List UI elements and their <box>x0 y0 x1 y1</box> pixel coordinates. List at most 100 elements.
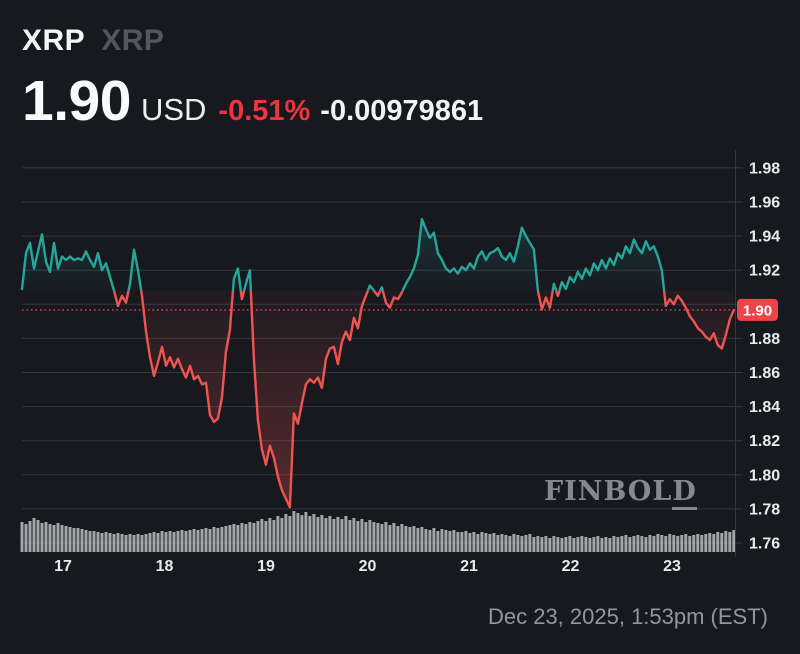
volume-bar <box>516 535 520 552</box>
volume-bar <box>664 536 668 552</box>
red-area-fill <box>22 290 734 508</box>
volume-bar <box>632 536 636 552</box>
teal-area-fill <box>22 219 665 291</box>
volume-bar <box>100 533 104 552</box>
volume-bar <box>556 537 560 552</box>
volume-bar <box>576 537 580 552</box>
volume-bar <box>260 519 264 552</box>
price-change-value: -0.00979861 <box>320 95 484 127</box>
volume-bar <box>520 536 524 552</box>
asset-name: XRP <box>101 24 165 57</box>
volume-bar <box>408 527 412 552</box>
volume-bar <box>448 531 452 552</box>
volume-bar <box>668 534 672 552</box>
volume-bar <box>372 522 376 552</box>
volume-bar <box>380 524 384 552</box>
volume-bar <box>364 522 368 552</box>
volume-bar <box>616 537 620 552</box>
volume-bar <box>564 537 568 552</box>
volume-bar <box>48 524 52 552</box>
volume-bar <box>56 523 60 552</box>
volume-bar <box>532 537 536 552</box>
volume-bar <box>660 535 664 552</box>
volume-bar <box>36 520 40 552</box>
volume-bar <box>132 535 136 552</box>
volume-bar <box>292 511 296 552</box>
volume-bar <box>416 528 420 552</box>
volume-bar <box>164 532 168 552</box>
x-axis: 17 18 19 20 21 22 23 <box>54 558 681 575</box>
y-tick-label: 1.78 <box>749 501 780 518</box>
volume-bar <box>600 538 604 552</box>
volume-bar <box>156 533 160 552</box>
x-tick-label: 23 <box>663 558 681 575</box>
y-tick-label: 1.80 <box>749 467 780 484</box>
price-change-percent: -0.51% <box>218 95 311 127</box>
volume-bar <box>336 517 340 552</box>
y-tick-label: 1.88 <box>749 331 780 348</box>
volume-bar <box>312 514 316 552</box>
volume-bar <box>680 535 684 552</box>
volume-bar <box>68 527 72 552</box>
volume-bar <box>468 533 472 552</box>
volume-bar <box>444 530 448 552</box>
volume-bar <box>232 524 236 552</box>
volume-bar <box>572 538 576 552</box>
volume-bar <box>700 535 704 552</box>
price-series-below-baseline <box>22 290 735 509</box>
price-currency: USD <box>140 92 207 127</box>
volume-bar <box>244 524 248 552</box>
volume-bar <box>560 538 564 552</box>
volume-bar <box>528 534 532 552</box>
volume-bar <box>284 514 288 552</box>
symbol-row: XRP XRP <box>22 24 483 58</box>
x-tick-label: 20 <box>359 558 377 575</box>
volume-bar <box>128 534 132 552</box>
volume-bar <box>504 535 508 552</box>
price-row: 1.90 USD -0.51% -0.00979861 <box>22 68 483 134</box>
volume-bar <box>672 535 676 552</box>
volume-bar <box>272 520 276 552</box>
volume-bar <box>124 535 128 552</box>
volume-bar <box>612 536 616 552</box>
volume-bar <box>116 533 120 552</box>
volume-bar <box>684 534 688 552</box>
volume-bar <box>676 536 680 552</box>
volume-bar <box>512 534 516 552</box>
x-tick-label: 21 <box>460 558 478 575</box>
current-price-badge: 1.90 <box>737 298 778 321</box>
volume-bar <box>420 527 424 552</box>
volume-bar <box>712 534 716 552</box>
volume-bar <box>176 531 180 552</box>
volume-bar <box>428 530 432 552</box>
volume-bar <box>328 516 332 552</box>
volume-bar <box>656 534 660 552</box>
volume-bar <box>180 530 184 552</box>
volume-bar <box>524 535 528 552</box>
x-tick-label: 19 <box>257 558 275 575</box>
volume-bar <box>360 519 364 552</box>
y-tick-label: 1.82 <box>749 433 780 450</box>
price-badge-label: 1.90 <box>743 302 772 319</box>
asset-symbol: XRP <box>22 24 86 57</box>
volume-bar <box>544 536 548 552</box>
volume-bar <box>720 533 724 552</box>
volume-bar <box>92 531 96 552</box>
volume-bar <box>548 538 552 552</box>
y-tick-label: 1.94 <box>749 229 780 246</box>
volume-bar <box>104 532 108 552</box>
volume-bar <box>536 536 540 552</box>
volume-bar <box>204 528 208 552</box>
volume-bar <box>392 523 396 552</box>
volume-bar <box>316 517 320 552</box>
y-tick-label: 1.86 <box>749 365 780 382</box>
volume-bar <box>472 532 476 552</box>
volume-bar <box>476 534 480 552</box>
volume-bar <box>268 518 272 552</box>
volume-bar <box>188 530 192 552</box>
x-tick-label: 17 <box>54 558 72 575</box>
volume-bar <box>264 521 268 552</box>
volume-bar <box>432 528 436 552</box>
volume-bar <box>552 536 556 552</box>
